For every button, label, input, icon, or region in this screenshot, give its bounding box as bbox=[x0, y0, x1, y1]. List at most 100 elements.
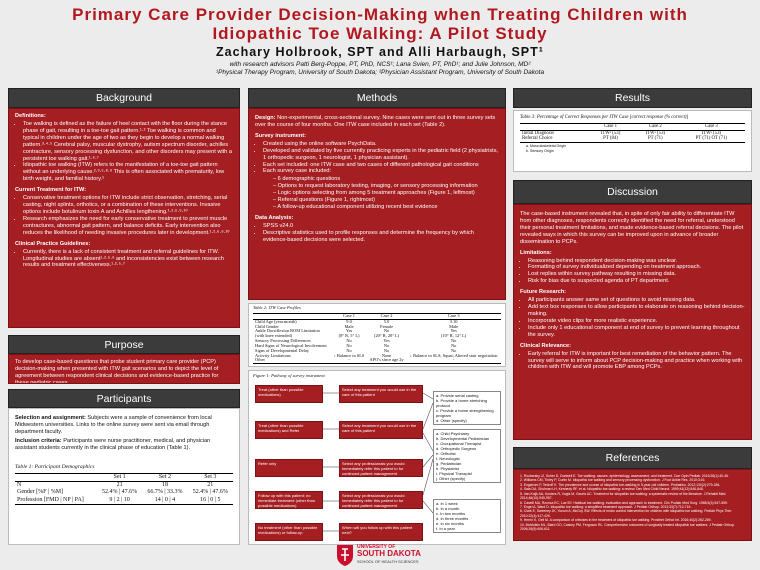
table-row: Hard Signs of Neurological Involvement No… bbox=[253, 342, 501, 349]
table-row: Profession [FMD | NP | PA] 9 | 2 | 10 14 |… bbox=[15, 497, 233, 505]
table-header-row: Case 1 Case 2 Case 3 bbox=[253, 312, 501, 320]
flow-option: a. Provide serial casting bbox=[436, 393, 479, 398]
table-header-cell: Set 2 bbox=[158, 473, 172, 480]
table-header-row: Case 1 Case 2 Case 3 bbox=[520, 123, 745, 130]
bullet-item: Currently, there is a lack of consistent… bbox=[23, 249, 233, 270]
flow-approach: Treat (other than possible medications) … bbox=[255, 421, 323, 439]
bullet-list: Early referral for ITW is important for … bbox=[520, 351, 745, 372]
spacer bbox=[15, 454, 233, 464]
flow-option: c. In two months bbox=[436, 511, 466, 516]
bullet-item: Each set included: one ITW case and two … bbox=[263, 162, 499, 169]
logo: UNIVERSITY OF SOUTH DAKOTA SCHOOL OF HEA… bbox=[335, 542, 435, 568]
table-row: Other - APO's since age 2y - bbox=[253, 357, 501, 364]
bullet-item: Created using the online software PsychD… bbox=[263, 141, 499, 148]
table-cell: Ankle Dorsiflexion ROM Limitation bbox=[255, 328, 320, 334]
bullet-item: Options to request laboratory testing, i… bbox=[273, 183, 499, 190]
reference: 4. Sala DA, Shulman LH, Kennedy RF, et a… bbox=[520, 487, 704, 492]
data-table: Case 1 Case 2 Case 3 Child Age (year.month)… bbox=[253, 313, 501, 364]
lead-in: Inclusion criteria: bbox=[15, 437, 62, 444]
block-heading: Limitations: bbox=[520, 249, 552, 256]
table-row: Child Gender Male Female Male bbox=[253, 324, 501, 330]
bullet-item: Early referral for ITW is important for … bbox=[528, 351, 745, 372]
bullet-item: Each survey case included:6 demographic … bbox=[263, 168, 499, 211]
table-cell: No bbox=[346, 347, 352, 353]
table-row: Referral Choice PT (84) PT (71) PT (71) OT … bbox=[520, 136, 745, 143]
flow-option: c. Occupational Therapist bbox=[436, 441, 482, 446]
table-cell: (8° R, 5° L) bbox=[338, 333, 360, 339]
bullet-item: Risk for bias due to suspected agenda of… bbox=[528, 278, 745, 285]
paragraph: The case-based instrument revealed that,… bbox=[520, 211, 745, 246]
reference: 8. Clark E, Sweeney JK, Yocum A, McCoy S… bbox=[520, 509, 733, 518]
block-heading: Survey instrument: bbox=[255, 132, 306, 139]
bullet-list: 6 demographic questionsOptions to reques… bbox=[263, 176, 499, 211]
flow-option: d. In three months bbox=[436, 516, 469, 521]
section-header: Results bbox=[513, 88, 752, 108]
flow-option: i. Physical Therapist bbox=[436, 471, 472, 476]
table-cell: No bbox=[383, 342, 390, 348]
table-cell: Initial Diagnosis bbox=[522, 130, 554, 136]
block-heading: Current Treatment for ITW: bbox=[15, 187, 87, 194]
figure-1-box: Figure 1: Pathway of survey instrument Tr… bbox=[248, 370, 506, 545]
table-cell: Referral Choice bbox=[522, 136, 553, 142]
table-cell: 52.4% | 47.6% bbox=[192, 489, 228, 496]
table-row: Ankle Dorsiflexion ROM Limitation Yes No Ye… bbox=[253, 329, 501, 334]
flow-options: a. Provide serial casting b. Provide a ho… bbox=[433, 391, 501, 425]
table-cell: None bbox=[381, 352, 392, 358]
table-cell: 21 bbox=[207, 481, 214, 488]
block-heading: Clinical Practice Guidelines: bbox=[15, 240, 91, 247]
reference: 10. McMulkin ML, Baird GO, Caskey PM, Fe… bbox=[520, 522, 735, 532]
bullet-item: SPSS v24.0 bbox=[263, 223, 499, 230]
table-cell: 9 | 2 | 10 bbox=[109, 496, 130, 503]
table-cell: (10° R, 12° L) bbox=[441, 333, 467, 339]
flow-approach: No treatment (other than possible medica… bbox=[255, 523, 323, 541]
table-cell: 21 bbox=[116, 481, 123, 488]
table-cell: Sensory Processing Differences bbox=[255, 338, 311, 344]
flow-options: a. Child Psychiatry b. Developmental Pedi… bbox=[433, 429, 501, 483]
bullet-list: Toe walking is defined as the failure of… bbox=[15, 121, 233, 183]
figure-caption: Figure 1: Pathway of survey instrument bbox=[253, 373, 325, 378]
flow-option: e. In six months bbox=[436, 521, 465, 526]
table-cell: No bbox=[450, 347, 457, 353]
table-header-cell: Case 3 bbox=[704, 123, 718, 129]
table-header-cell: Case 2 bbox=[648, 123, 662, 129]
flow-options: a. In 1 week b. In a month c. In two month… bbox=[433, 499, 501, 533]
table-caption: Table 2: ITW Case Profiles bbox=[253, 305, 301, 310]
table-cell: Hard Signs of Neurological Involvement bbox=[255, 342, 327, 348]
table-header-cell: Set 3 bbox=[204, 473, 217, 480]
paragraph: Selection and assignment: Subjects were … bbox=[15, 415, 233, 436]
bullet-item: Idiopathic toe walking (ITW) refers to t… bbox=[23, 162, 233, 183]
flow-question: Select any professionals you would immed… bbox=[339, 491, 423, 509]
table-cell: - bbox=[452, 357, 455, 363]
table-cell: PT (71) OT (71) bbox=[695, 136, 728, 142]
table-cell: ↓ Balance in SLS bbox=[333, 352, 365, 358]
table-header-row: Set 1 Set 2 Set 3 bbox=[15, 473, 233, 482]
participants-box: Selection and assignment: Subjects were … bbox=[8, 408, 240, 545]
section-header: Methods bbox=[248, 88, 506, 108]
table-cell: 9.0 bbox=[346, 318, 352, 324]
reference: 6. Caselli MA, Rzonca EC, Lue BY. Habitu… bbox=[520, 500, 728, 505]
flow-question: Select any treatment you would use in th… bbox=[339, 421, 423, 439]
table-cell: PT (71) bbox=[647, 136, 663, 142]
table-header-cell: Case 2 bbox=[380, 312, 393, 318]
bullet-list: All participants answer same set of ques… bbox=[520, 297, 745, 339]
bullet-item: Include only 1 educational component at … bbox=[528, 325, 745, 339]
bullet-item: Referral questions (Figure 1, rightmost) bbox=[273, 197, 499, 204]
data-table: Case 1 Case 2 Case 3 Initial Diagnosis ITWᵃ … bbox=[520, 123, 745, 143]
table-cell: Activity Limitations bbox=[255, 352, 291, 358]
flow-option: g. Pediatrician bbox=[436, 461, 462, 466]
results-box: Table 3: Percentage of Correct Responses… bbox=[513, 110, 752, 172]
paragraph-text: The case-based instrument revealed that,… bbox=[520, 211, 744, 245]
flow-option: b. Developmental Pediatrician bbox=[436, 436, 490, 441]
table-cell: 5.0 bbox=[383, 318, 390, 324]
block-heading: Data Analysis: bbox=[255, 214, 294, 221]
flow-option: h. Physiatrist bbox=[436, 466, 459, 471]
table-header-cell: Case 1 bbox=[343, 312, 355, 318]
reference: 3. Engstrom P, Tedroff K. The prevalence… bbox=[520, 482, 721, 487]
flow-question: Select any professionals you would immed… bbox=[339, 459, 423, 477]
table-note: a. Musculoskeletal Origin bbox=[526, 144, 567, 148]
reference: 2. Williams CM, Tinley P, Curtin M. Idio… bbox=[520, 478, 706, 483]
bullet-item: Developed and validated by five currentl… bbox=[263, 148, 499, 162]
paragraph: Inclusion criteria: Participants were nu… bbox=[15, 438, 233, 452]
table-cell: 16 | 0 | 5 bbox=[200, 496, 221, 503]
